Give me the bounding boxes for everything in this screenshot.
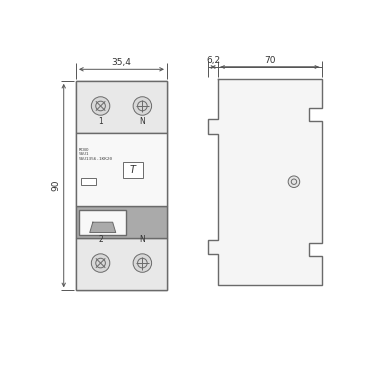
Text: 35,4: 35,4 [112, 58, 131, 67]
Bar [123, 162, 143, 178]
Bar [76, 206, 167, 238]
Bar [76, 133, 167, 206]
Text: 90: 90 [52, 180, 61, 191]
Text: T: T [130, 165, 136, 175]
Bar [76, 238, 167, 290]
Bar [79, 210, 126, 235]
Polygon shape [90, 222, 116, 233]
Bar [76, 81, 167, 133]
Text: 5SU1: 5SU1 [79, 152, 90, 156]
Circle shape [288, 176, 300, 187]
Polygon shape [209, 79, 321, 285]
Text: N: N [139, 117, 145, 126]
Circle shape [133, 254, 152, 272]
Text: 2: 2 [98, 235, 103, 244]
Text: 5SU1356-1KK20: 5SU1356-1KK20 [79, 157, 113, 161]
Text: RCBO: RCBO [79, 148, 90, 152]
Bar [76, 81, 167, 290]
Circle shape [91, 254, 110, 272]
Circle shape [133, 97, 152, 115]
Text: 6,2: 6,2 [206, 56, 220, 65]
Bar [81, 177, 96, 185]
Text: 70: 70 [264, 56, 275, 65]
Text: 1: 1 [98, 117, 103, 126]
Circle shape [91, 97, 110, 115]
Text: N: N [139, 235, 145, 244]
